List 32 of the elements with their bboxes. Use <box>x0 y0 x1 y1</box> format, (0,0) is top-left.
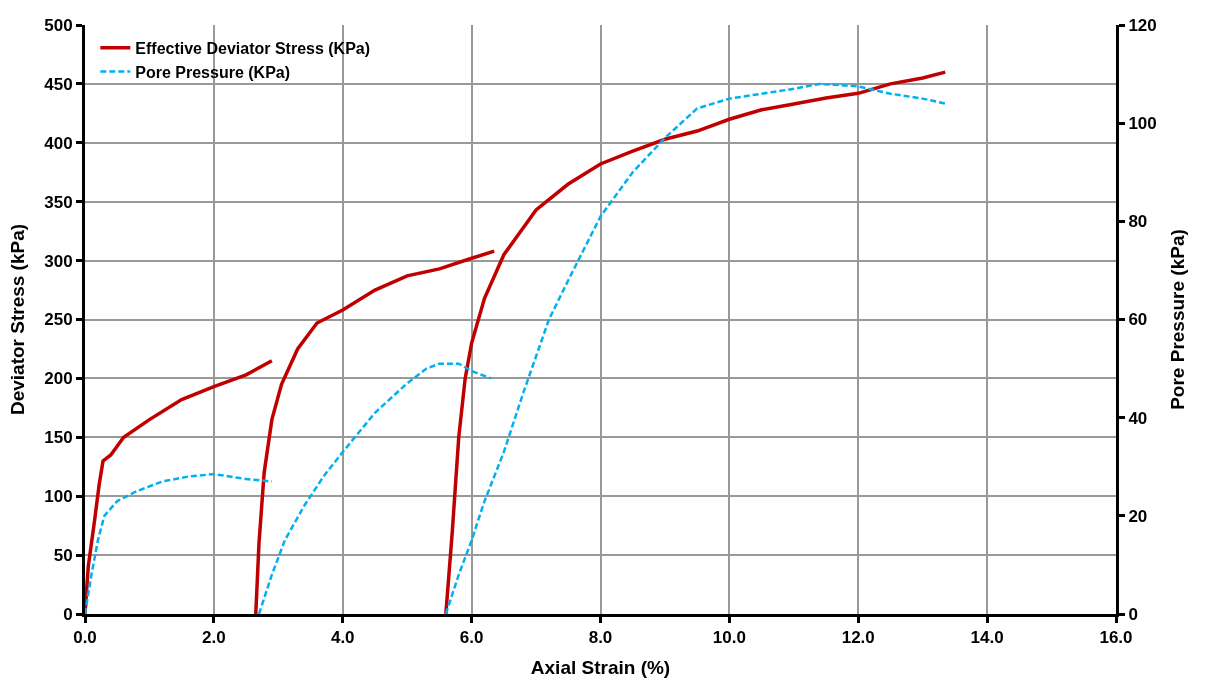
y2-tick-label: 100 <box>1128 114 1157 134</box>
x-tick-label: 6.0 <box>459 628 484 648</box>
y-tick-label: 0 <box>63 604 73 624</box>
legend-label: Effective Deviator Stress (KPa) <box>135 40 371 58</box>
x-tick-label: 12.0 <box>841 628 875 648</box>
y-tick-label: 150 <box>44 428 73 448</box>
y-tick-label: 300 <box>44 251 73 271</box>
y2-axis-title: Pore Pressure (kPa) <box>1166 229 1188 410</box>
y-tick-label: 250 <box>44 310 73 330</box>
y-tick-label: 500 <box>44 15 73 35</box>
x-tick-label: 10.0 <box>712 628 746 648</box>
x-tick-label: 4.0 <box>330 628 355 648</box>
y2-tick-label: 0 <box>1128 604 1138 624</box>
legend-label: Pore Pressure (KPa) <box>135 63 291 81</box>
y-axis-title: Deviator Stress (kPa) <box>7 223 29 416</box>
x-tick-label: 0.0 <box>73 628 97 648</box>
y-tick-label: 200 <box>44 369 73 389</box>
y-tick-label: 100 <box>44 487 73 507</box>
y2-tick-label: 40 <box>1128 408 1148 428</box>
y2-tick-label: 120 <box>1128 15 1157 35</box>
x-axis-title: Axial Strain (%) <box>530 657 671 679</box>
x-tick-label: 2.0 <box>202 628 226 648</box>
x-tick-label: 14.0 <box>970 628 1004 648</box>
x-tick-label: 8.0 <box>588 628 613 648</box>
y2-tick-label: 60 <box>1128 310 1148 330</box>
y-tick-label: 400 <box>44 133 73 153</box>
y2-tick-label: 20 <box>1128 506 1148 526</box>
y-tick-label: 350 <box>44 192 73 212</box>
x-tick-label: 16.0 <box>1099 628 1133 648</box>
y-tick-label: 50 <box>53 546 73 566</box>
y2-tick-label: 80 <box>1128 212 1148 232</box>
y-tick-label: 450 <box>44 74 73 94</box>
